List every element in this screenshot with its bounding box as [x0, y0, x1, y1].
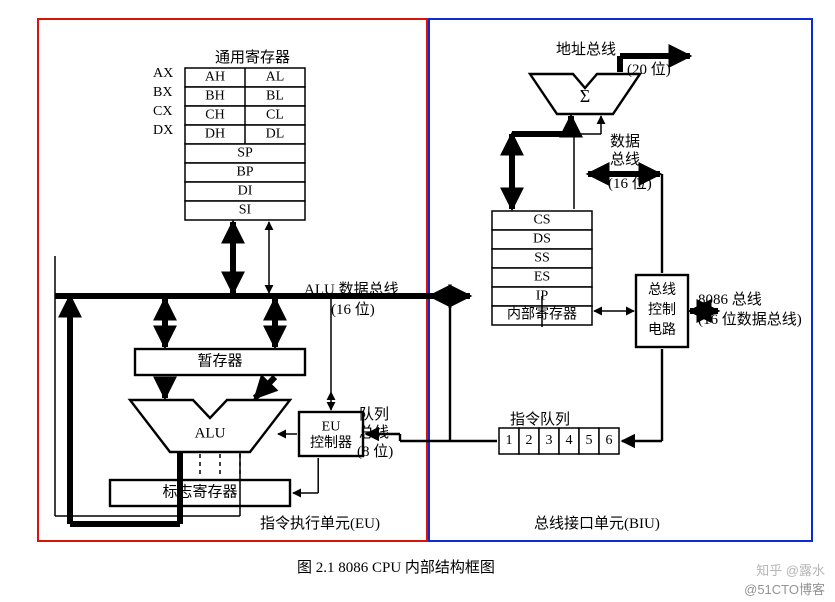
svg-text:DL: DL — [266, 127, 285, 142]
watermark: 知乎 @露水 @51CTO博客 — [744, 560, 825, 598]
watermark-line1: 知乎 @露水 — [744, 560, 825, 579]
bus-8086-label: 8086 总线 — [698, 288, 762, 309]
svg-text:SI: SI — [239, 203, 252, 218]
svg-text:CH: CH — [205, 108, 224, 123]
svg-text:总线: 总线 — [648, 282, 676, 298]
svg-text:EU: EU — [322, 420, 341, 435]
alu-data-bus-bits: (16 位) — [331, 298, 375, 319]
queue-bus-bits: (8 位) — [357, 440, 393, 461]
reg-bx: BX — [153, 85, 172, 101]
svg-text:电路: 电路 — [648, 322, 676, 338]
eu-unit-label: 指令执行单元(EU) — [260, 512, 380, 533]
svg-text:4: 4 — [566, 433, 573, 448]
svg-text:CL: CL — [266, 108, 284, 123]
bus-8086-bits: (16 位数据总线) — [698, 308, 802, 329]
svg-text:DI: DI — [238, 184, 253, 199]
svg-text:暂存器: 暂存器 — [197, 352, 242, 369]
svg-text:5: 5 — [586, 433, 593, 448]
reg-dx: DX — [153, 123, 173, 139]
data-bus-label2: 总线 — [610, 148, 640, 169]
svg-text:BP: BP — [236, 165, 253, 180]
svg-text:BH: BH — [205, 89, 224, 104]
general-registers-label: 通用寄存器 — [215, 46, 290, 67]
svg-text:AH: AH — [205, 70, 225, 85]
biu-unit-label: 总线接口单元(BIU) — [534, 512, 660, 533]
svg-text:AL: AL — [266, 70, 285, 85]
queue-bus-label2: 总线 — [359, 421, 389, 442]
svg-text:ALU: ALU — [195, 425, 226, 441]
svg-text:SS: SS — [534, 251, 550, 266]
svg-text:控制器: 控制器 — [310, 435, 352, 451]
svg-text:2: 2 — [526, 433, 533, 448]
watermark-line2: @51CTO博客 — [744, 579, 825, 598]
address-bus-bits: (20 位) — [627, 58, 671, 79]
svg-text:ES: ES — [534, 270, 550, 285]
svg-text:1: 1 — [506, 433, 513, 448]
address-bus-label: 地址总线 — [556, 38, 616, 59]
alu-data-bus-label: ALU 数据总线 — [304, 278, 399, 299]
cpu-block-diagram: AH AL BH BL CH CL DH DL SP BP DI SI 暂存器 ALU 标志寄存器 EU控制器… — [0, 0, 835, 602]
figure-caption: 图 2.1 8086 CPU 内部结构框图 — [297, 556, 495, 577]
svg-text:6: 6 — [606, 433, 613, 448]
svg-text:标志寄存器: 标志寄存器 — [162, 482, 237, 500]
svg-text:控制: 控制 — [648, 302, 676, 318]
svg-text:DH: DH — [205, 127, 225, 142]
svg-text:SP: SP — [237, 146, 253, 161]
svg-text:3: 3 — [546, 433, 553, 448]
reg-cx: CX — [153, 104, 172, 120]
svg-text:BL: BL — [266, 89, 284, 104]
svg-text:Σ: Σ — [580, 86, 590, 106]
reg-ax: AX — [153, 66, 173, 82]
svg-text:CS: CS — [533, 213, 550, 228]
data-bus-bits: (16 位) — [608, 172, 652, 193]
svg-text:DS: DS — [533, 232, 551, 247]
inst-queue-label: 指令队列 — [510, 408, 570, 429]
